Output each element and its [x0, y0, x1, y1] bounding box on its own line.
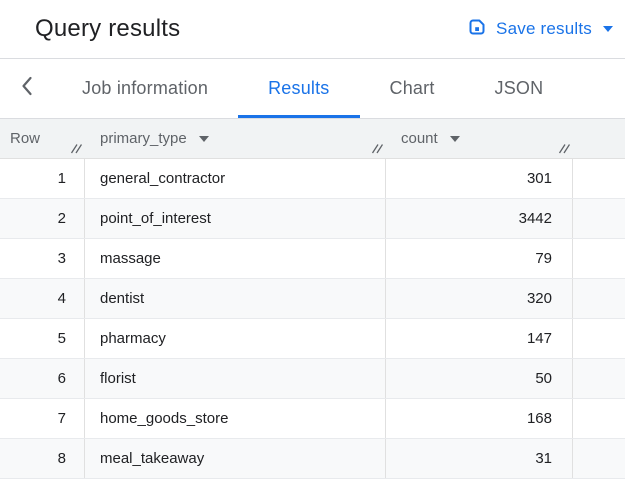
column-resize-handle-icon[interactable]	[558, 143, 571, 154]
tab-results[interactable]: Results	[238, 59, 360, 118]
table-header: Row primary_type count	[0, 119, 625, 159]
row-number-cell: 5	[0, 319, 85, 358]
table-row: 2 point_of_interest 3442	[0, 199, 625, 239]
tab-json[interactable]: JSON	[494, 78, 544, 98]
primary-type-cell: massage	[85, 239, 386, 278]
count-cell: 301	[386, 159, 573, 198]
table-row: 6 florist 50	[0, 359, 625, 399]
column-resize-handle-icon[interactable]	[371, 143, 384, 154]
primary-type-cell: florist	[85, 359, 386, 398]
column-header-count[interactable]: count	[386, 119, 573, 158]
column-header-primary_type[interactable]: primary_type	[85, 119, 386, 158]
primary-type-cell: meal_takeaway	[85, 439, 386, 478]
results-table: Row primary_type count 1 general_contractor…	[0, 119, 625, 479]
filler-cell	[573, 199, 625, 238]
table-row: 4 dentist 320	[0, 279, 625, 319]
tab-job-information[interactable]: Job information	[82, 78, 209, 98]
column-label: count	[401, 130, 438, 147]
count-cell: 50	[386, 359, 573, 398]
row-number-cell: 3	[0, 239, 85, 278]
row-number-cell: 1	[0, 159, 85, 198]
column-resize-handle-icon[interactable]	[70, 143, 83, 154]
table-row: 3 massage 79	[0, 239, 625, 279]
primary-type-cell: home_goods_store	[85, 399, 386, 438]
count-cell: 147	[386, 319, 573, 358]
table-row: 8 meal_takeaway 31	[0, 439, 625, 479]
filler-cell	[573, 279, 625, 318]
table-row: 7 home_goods_store 168	[0, 399, 625, 439]
page-title: Query results	[35, 15, 181, 42]
column-label: primary_type	[100, 130, 187, 147]
filler-cell	[573, 359, 625, 398]
column-menu-caret-icon[interactable]	[449, 135, 460, 142]
primary-type-cell: dentist	[85, 279, 386, 318]
row-number-cell: 8	[0, 439, 85, 478]
filler-cell	[573, 439, 625, 478]
count-cell: 3442	[386, 199, 573, 238]
primary-type-cell: pharmacy	[85, 319, 386, 358]
filler-cell	[573, 399, 625, 438]
table-body: 1 general_contractor 301 2 point_of_interest…	[0, 159, 625, 479]
row-number-cell: 6	[0, 359, 85, 398]
filler-cell	[573, 319, 625, 358]
table-row: 1 general_contractor 301	[0, 159, 625, 199]
primary-type-cell: general_contractor	[85, 159, 386, 198]
row-number-cell: 7	[0, 399, 85, 438]
count-cell: 31	[386, 439, 573, 478]
chevron-left-icon	[20, 75, 33, 102]
filler-cell	[573, 159, 625, 198]
save-icon	[467, 17, 487, 42]
column-header-row[interactable]: Row	[0, 119, 85, 158]
column-menu-caret-icon[interactable]	[198, 135, 209, 142]
save-results-button[interactable]: Save results	[467, 17, 613, 42]
column-label: Row	[10, 130, 41, 147]
table-row: 5 pharmacy 147	[0, 319, 625, 359]
count-cell: 320	[386, 279, 573, 318]
primary-type-cell: point_of_interest	[85, 199, 386, 238]
back-button[interactable]	[0, 59, 52, 118]
count-cell: 79	[386, 239, 573, 278]
save-results-label: Save results	[496, 19, 592, 38]
filler-cell	[573, 239, 625, 278]
tab-list: Job information Results Chart JSON	[52, 59, 573, 118]
caret-down-icon	[603, 26, 613, 32]
titlebar: Query results Save results	[0, 0, 625, 59]
count-cell: 168	[386, 399, 573, 438]
tab-chart[interactable]: Chart	[389, 78, 435, 98]
tab-bar: Job information Results Chart JSON	[0, 59, 625, 119]
row-number-cell: 4	[0, 279, 85, 318]
row-number-cell: 2	[0, 199, 85, 238]
column-header-filler	[573, 119, 625, 158]
